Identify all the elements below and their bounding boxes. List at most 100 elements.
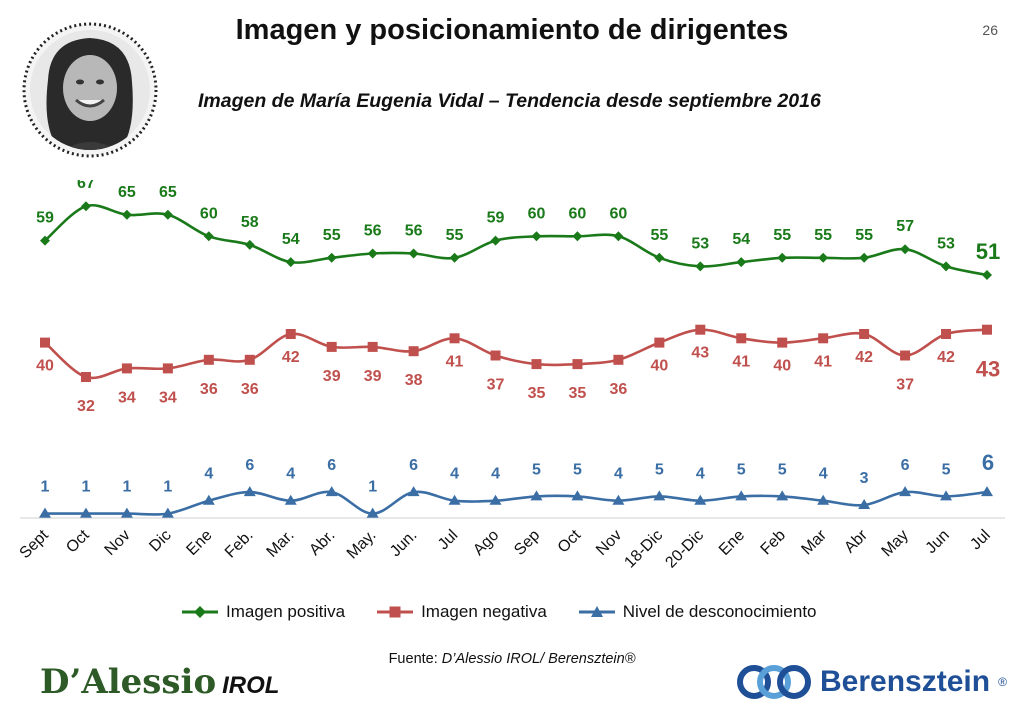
data-label-unknown: 6 [327,457,336,474]
data-label-negative: 36 [609,381,627,398]
x-tick-label: Abr [841,526,871,556]
data-label-unknown: 1 [41,479,50,496]
data-label-unknown: 5 [737,461,746,478]
data-label-negative: 34 [159,389,177,406]
data-label-unknown: 4 [491,466,500,483]
data-label-positive: 56 [405,223,423,240]
data-label-negative: 43 [976,357,1000,382]
data-label-unknown: 6 [409,457,418,474]
data-label-positive: 65 [159,184,177,201]
data-label-unknown: 4 [450,466,459,483]
data-point-unknown [940,490,953,501]
data-label-negative: 32 [77,398,95,415]
data-label-unknown: 1 [368,479,377,496]
source-label: Fuente: [388,651,442,667]
data-point-negative [982,324,992,335]
data-label-unknown: 5 [778,461,787,478]
data-point-unknown [284,494,297,505]
source-value: D’Alessio IROL/ Berensztein® [441,651,636,667]
data-point-positive [859,252,870,263]
legend-item-positive: Imagen positiva [180,602,345,622]
data-label-positive: 60 [569,205,587,222]
data-label-negative: 41 [814,353,832,370]
data-point-positive [490,235,501,246]
legend-item-unknown: Nivel de desconocimiento [577,602,817,622]
data-label-unknown: 5 [532,461,541,478]
x-tick-label: May. [344,527,380,563]
data-label-positive: 55 [814,227,832,244]
x-tick-label: Feb [758,527,790,559]
data-label-unknown: 1 [122,479,131,496]
data-label-unknown: 5 [655,461,664,478]
data-label-positive: 54 [732,231,750,248]
data-point-unknown [243,486,256,497]
data-label-negative: 42 [855,349,873,366]
legend-marker-negative [377,606,414,618]
data-label-negative: 42 [937,349,955,366]
x-tick-label: Sep [511,527,543,559]
x-tick-label: Jul [967,527,993,553]
data-label-unknown: 1 [163,479,172,496]
source-note: Fuente: D’Alessio IROL/ Berensztein® [0,651,1024,667]
data-point-positive [982,270,992,280]
series-line-positive [44,203,988,277]
data-point-negative [941,329,952,339]
data-point-negative [777,337,788,348]
data-label-positive: 59 [487,210,505,227]
legend-label-positive: Imagen positiva [226,602,346,621]
data-point-negative [654,337,665,348]
data-point-negative [900,350,911,361]
data-label-positive: 55 [773,227,791,244]
data-label-positive: 55 [855,227,873,244]
data-label-positive: 53 [937,235,955,252]
data-point-positive [777,252,788,263]
x-tick-label: Feb. [222,527,257,562]
data-point-unknown [79,507,92,518]
data-point-unknown [202,494,215,505]
data-point-positive [654,252,665,263]
data-label-unknown: 6 [245,457,254,474]
dalessio-logo-text: D’Alessio [40,662,217,702]
data-label-negative: 37 [487,377,505,394]
data-label-unknown: 6 [901,457,910,474]
data-point-negative [40,337,50,348]
data-label-positive: 60 [528,205,546,222]
data-point-positive [80,201,91,212]
data-label-positive: 54 [282,231,300,248]
x-tick-label: Ene [716,527,748,559]
data-label-unknown: 4 [819,466,828,483]
data-point-negative [490,350,501,361]
data-point-negative [572,359,583,370]
data-label-negative: 34 [118,389,136,406]
data-point-positive [531,231,542,242]
page-title: Imagen y posicionamiento de dirigentes [235,14,789,46]
data-label-positive: 51 [976,239,1000,264]
x-tick-label: 20-Dic [662,527,707,572]
legend-label-negative: Imagen negativa [421,602,547,621]
legend-marker-unknown [578,606,615,617]
data-label-negative: 36 [200,381,218,398]
data-point-positive [162,209,173,220]
series-line-negative [44,328,988,380]
x-tick-label: Jun [923,527,953,557]
data-label-negative: 40 [650,358,668,375]
x-tick-label: Nov [102,527,134,559]
data-point-unknown [776,490,789,501]
data-label-negative: 41 [732,353,750,370]
data-point-unknown [366,507,379,518]
data-label-positive: 55 [323,227,341,244]
data-label-negative: 39 [323,368,341,385]
data-point-unknown [571,490,584,501]
data-point-positive [367,248,378,259]
data-point-positive [244,239,255,250]
legend-marker-positive [182,606,218,618]
data-label-positive: 59 [36,210,54,227]
data-point-negative [162,363,173,374]
data-label-unknown: 4 [204,466,213,483]
data-point-negative [121,363,132,374]
data-label-unknown: 1 [82,479,91,496]
data-point-unknown [899,486,912,497]
data-point-unknown [530,490,543,501]
portrait-avatar [22,22,158,158]
data-point-unknown [325,486,338,497]
